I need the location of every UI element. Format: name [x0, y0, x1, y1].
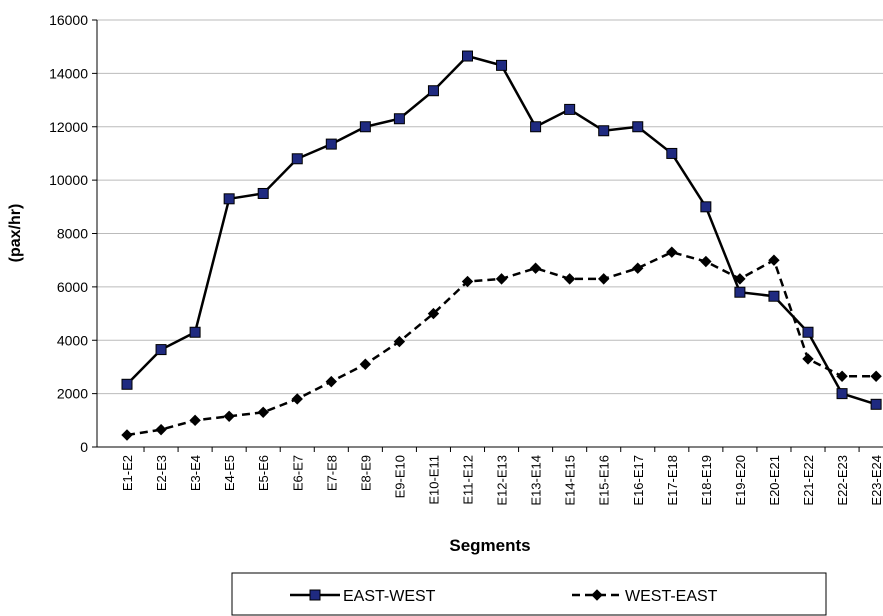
data-point	[734, 286, 746, 298]
x-tick-label: E8-E9	[358, 455, 373, 491]
y-tick-label: 12000	[49, 119, 88, 135]
data-point	[189, 414, 201, 427]
data-point	[495, 273, 508, 285]
x-tick-label: E16-E17	[631, 455, 646, 506]
x-tick-label: E15-E16	[597, 455, 612, 506]
x-tick-label: E4-E5	[222, 455, 237, 491]
x-tick-label: E23-E24	[869, 455, 883, 506]
legend-marker	[591, 589, 603, 601]
x-tick-label: E7-E8	[324, 455, 339, 491]
data-point	[836, 388, 848, 400]
data-point	[530, 121, 542, 133]
legend-box	[231, 572, 827, 616]
data-point	[802, 326, 814, 338]
data-point	[393, 113, 405, 125]
y-tick-label: 16000	[49, 12, 88, 28]
legend-label: EAST-WEST	[343, 588, 436, 605]
x-tick-label: E5-E6	[256, 455, 271, 491]
y-tick-label: 2000	[57, 386, 88, 402]
data-point	[155, 344, 167, 356]
x-tick-label: E13-E14	[529, 455, 544, 506]
data-point	[870, 370, 882, 382]
data-point	[632, 121, 644, 133]
data-point	[768, 254, 780, 266]
data-point	[359, 121, 371, 133]
data-point	[529, 262, 542, 274]
data-point	[121, 378, 133, 390]
data-point	[836, 370, 848, 382]
data-point	[666, 246, 678, 258]
data-point	[632, 262, 644, 274]
data-point	[597, 273, 610, 285]
data-point	[427, 85, 439, 97]
data-point	[291, 393, 303, 405]
data-point	[223, 193, 235, 205]
data-point	[870, 398, 882, 410]
series-line	[126, 54, 877, 406]
data-point	[802, 353, 814, 365]
y-tick-label: 8000	[57, 226, 88, 242]
y-tick-label: 4000	[57, 332, 88, 348]
legend-label: WEST-EAST	[625, 588, 718, 605]
data-point	[496, 59, 508, 71]
x-tick-label: E14-E15	[563, 455, 578, 506]
data-point	[325, 375, 338, 388]
data-point	[461, 275, 474, 288]
data-point	[666, 147, 678, 159]
data-point	[427, 307, 440, 320]
data-point	[564, 103, 576, 115]
x-axis-label: Segments	[449, 536, 530, 555]
x-tick-label: E17-E18	[665, 455, 680, 506]
x-tick-label: E2-E3	[154, 455, 169, 491]
data-point	[700, 201, 712, 213]
x-tick-label: E22-E23	[835, 455, 850, 506]
data-point	[393, 335, 406, 348]
x-tick-label: E12-E13	[495, 455, 510, 506]
data-point	[462, 50, 473, 62]
x-tick-label: E21-E22	[801, 455, 816, 506]
data-point	[189, 326, 201, 338]
data-point	[223, 410, 235, 423]
data-point	[155, 423, 167, 436]
y-tick-label: 0	[80, 439, 88, 455]
data-point	[563, 273, 576, 285]
data-point	[257, 406, 269, 419]
y-tick-label: 10000	[49, 172, 88, 188]
y-tick-label: 6000	[57, 279, 88, 295]
data-point	[359, 358, 372, 370]
x-tick-label: E3-E4	[188, 455, 203, 491]
x-tick-label: E9-E10	[392, 455, 407, 498]
x-tick-label: E20-E21	[767, 455, 782, 506]
y-tick-label: 14000	[49, 65, 88, 81]
y-axis-label: (pax/hr)	[7, 204, 24, 263]
data-point	[598, 125, 610, 137]
x-tick-label: E6-E7	[290, 455, 305, 491]
data-point	[700, 255, 712, 268]
data-point	[291, 153, 303, 165]
data-point	[734, 273, 746, 285]
data-point	[257, 187, 269, 199]
x-tick-label: E10-E11	[426, 455, 441, 505]
x-tick-label: E1-E2	[120, 455, 135, 491]
data-point	[325, 138, 337, 150]
x-tick-label: E11-E12	[461, 455, 476, 505]
data-point	[121, 429, 133, 441]
legend-marker	[309, 589, 321, 601]
x-tick-label: E19-E20	[733, 455, 748, 506]
x-tick-label: E18-E19	[699, 455, 714, 506]
data-point	[768, 290, 780, 302]
